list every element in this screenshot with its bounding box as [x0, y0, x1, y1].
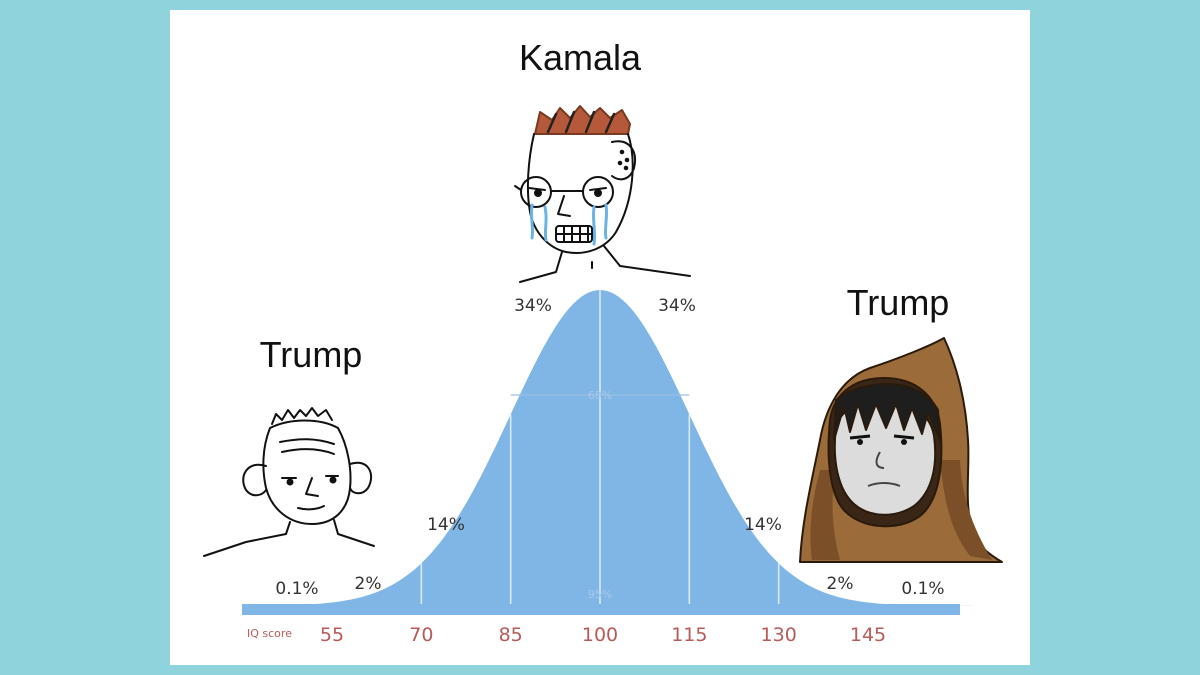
- x-tick-115: 115: [671, 624, 707, 646]
- label-kamala: Kamala: [519, 37, 642, 78]
- x-tick-130: 130: [761, 624, 797, 646]
- sd-divider-lines: [420, 290, 780, 606]
- label-trump-left: Trump: [260, 334, 363, 375]
- hooded-wojak-illustration: [799, 337, 1003, 563]
- segment-pct-0: 0.1%: [275, 579, 318, 599]
- axis-bar: [242, 604, 960, 615]
- x-tick-100: 100: [582, 624, 618, 646]
- bell-curve-area: [272, 290, 988, 606]
- x-tick-labels: 55 70 85 100 115 130 145: [320, 624, 886, 646]
- segment-pct-4: 34%: [658, 296, 696, 316]
- x-tick-55: 55: [320, 624, 344, 646]
- x-tick-70: 70: [409, 624, 433, 646]
- simple-wojak-illustration: [203, 407, 375, 557]
- segment-pct-5: 14%: [744, 515, 782, 535]
- segment-pct-1: 2%: [355, 574, 382, 594]
- segment-pct-7: 0.1%: [901, 579, 944, 599]
- x-tick-145: 145: [850, 624, 886, 646]
- segment-pct-2: 14%: [427, 515, 465, 535]
- segment-pct-3: 34%: [514, 296, 552, 316]
- annotation-95: 95%: [588, 588, 612, 601]
- segment-percentages: 0.1% 2% 14% 34% 34% 14% 2% 0.1%: [275, 296, 944, 599]
- segment-pct-6: 2%: [827, 574, 854, 594]
- label-trump-right: Trump: [847, 282, 950, 323]
- x-axis-label: IQ score: [247, 627, 292, 640]
- x-tick-85: 85: [499, 624, 523, 646]
- annotation-68: 68%: [588, 389, 612, 402]
- crying-wojak-illustration: [514, 105, 691, 283]
